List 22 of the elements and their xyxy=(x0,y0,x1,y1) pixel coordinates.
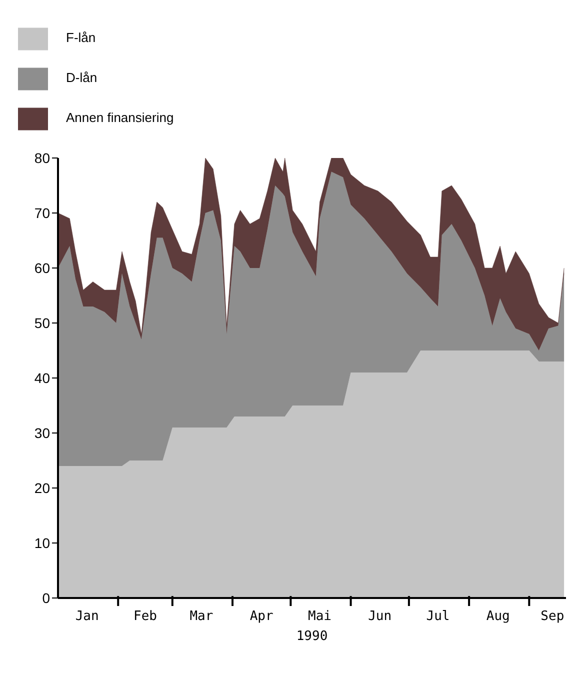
x-tick-label: Jul xyxy=(426,609,450,624)
y-tick-label: 20 xyxy=(34,480,50,496)
legend-label: Annen finansiering xyxy=(66,110,174,125)
y-tick-label: 0 xyxy=(42,590,50,606)
x-tick-label: Jan xyxy=(75,609,99,624)
x-axis-title: 1990 xyxy=(296,629,328,644)
y-tick-label: 80 xyxy=(34,150,50,166)
x-tick-label: Apr xyxy=(250,609,274,624)
x-tick-label: Sep xyxy=(540,609,564,624)
legend-label: D-lån xyxy=(66,70,98,85)
y-tick-label: 50 xyxy=(34,314,50,331)
legend-label: F-lån xyxy=(66,30,96,45)
y-tick-label: 30 xyxy=(34,424,50,441)
x-tick-label: Mai xyxy=(308,609,332,624)
x-tick-label: Aug xyxy=(486,609,510,624)
x-tick-label: Mar xyxy=(190,609,214,624)
x-tick-label: Feb xyxy=(134,609,158,624)
y-tick-label: 40 xyxy=(34,370,50,386)
x-tick-label: Jun xyxy=(368,609,392,624)
y-tick-label: 10 xyxy=(34,534,50,551)
y-tick-label: 60 xyxy=(34,260,50,276)
y-tick-label: 70 xyxy=(34,204,50,221)
